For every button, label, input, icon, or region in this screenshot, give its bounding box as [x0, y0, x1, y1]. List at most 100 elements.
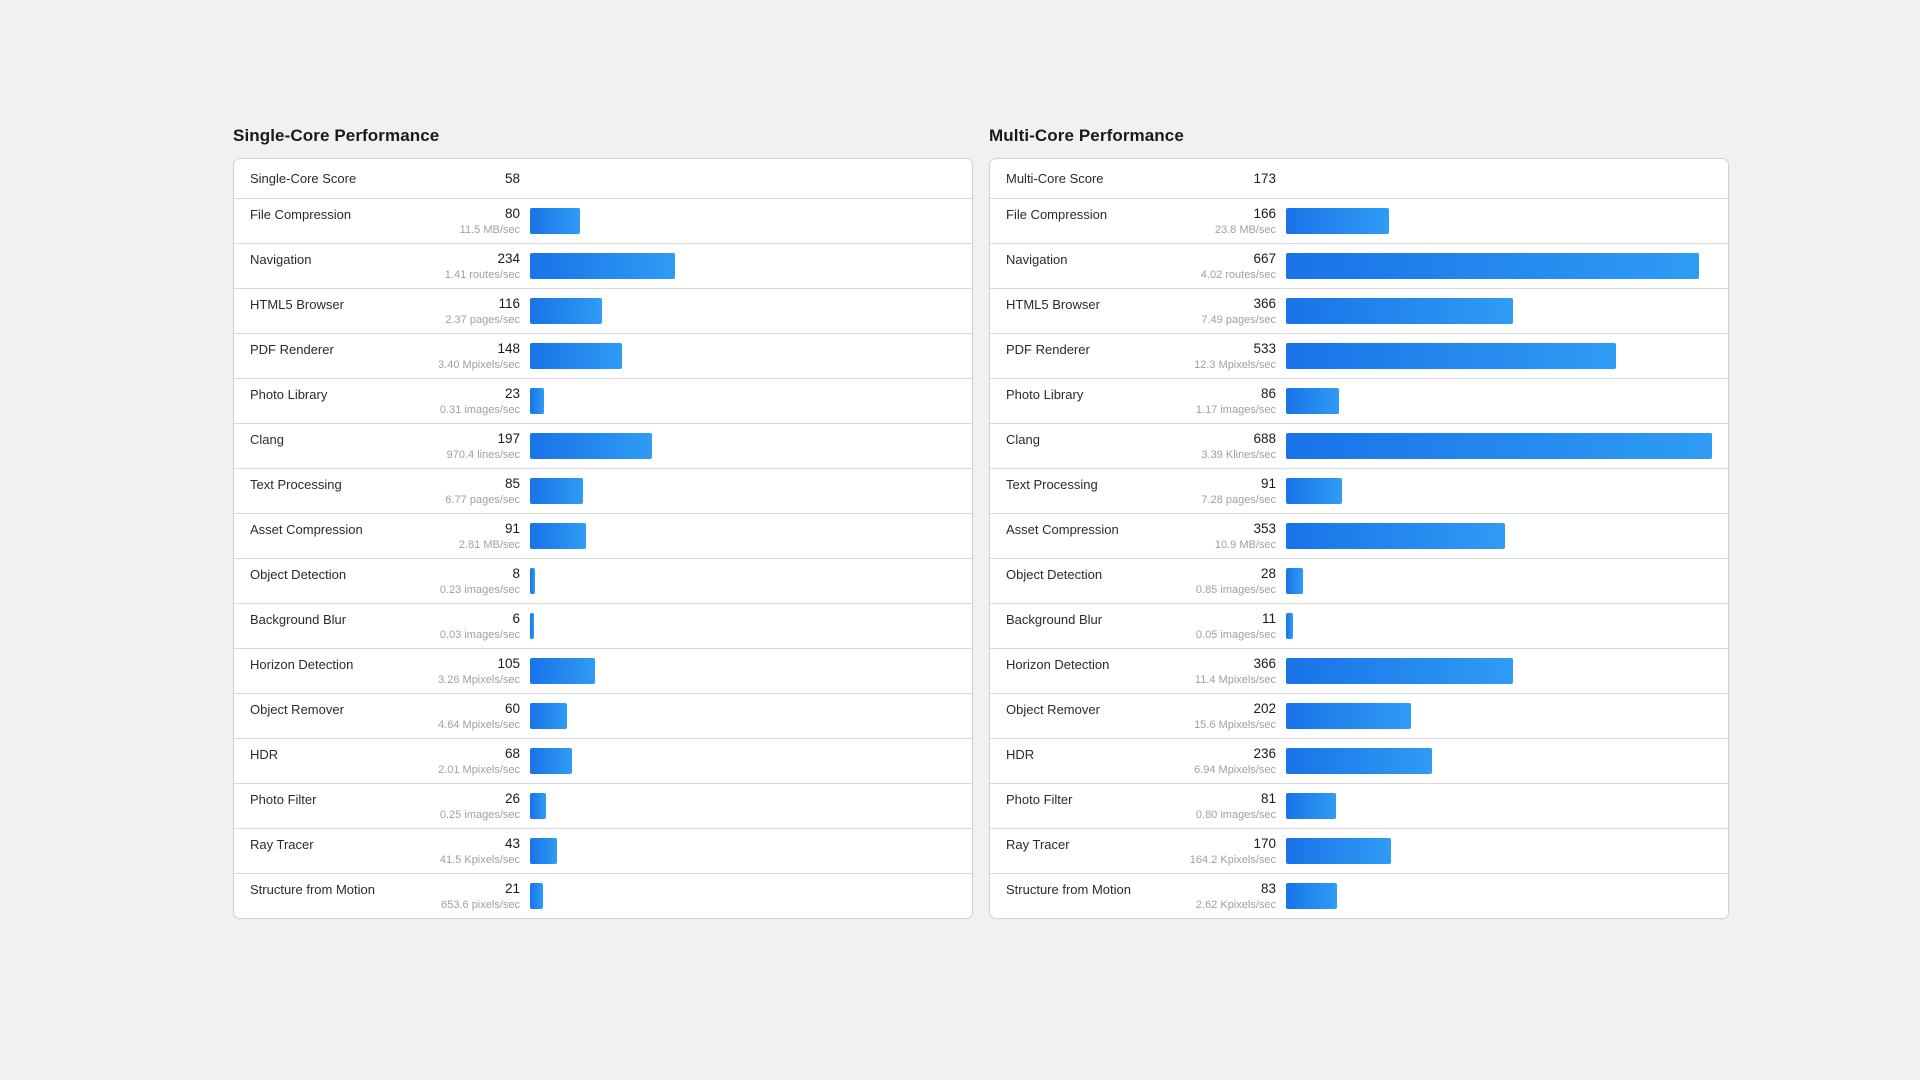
- workload-label: Text Processing: [250, 477, 342, 492]
- workload-value-column: 26 0.25 images/sec: [430, 784, 520, 828]
- workload-rate: 2.81 MB/sec: [458, 539, 520, 551]
- workload-value-column: 91 2.81 MB/sec: [430, 514, 520, 558]
- score-bar: [530, 793, 547, 819]
- score-value-column: 58: [430, 170, 520, 188]
- workload-rate: 0.85 images/sec: [1195, 584, 1276, 596]
- workload-value-column: 11 0.05 images/sec: [1186, 604, 1276, 648]
- workload-value-column: 366 11.4 Mpixels/sec: [1186, 649, 1276, 693]
- benchmark-row: Asset Compression 91 2.81 MB/sec: [234, 513, 972, 558]
- benchmark-row: Background Blur 11 0.05 images/sec: [990, 603, 1728, 648]
- benchmark-row: Photo Filter 26 0.25 images/sec: [234, 783, 972, 828]
- score-value: 173: [1253, 170, 1276, 186]
- score-bar-area: [1276, 559, 1712, 603]
- benchmark-row: Navigation 234 1.41 routes/sec: [234, 243, 972, 288]
- workload-score: 91: [1260, 476, 1276, 491]
- score-bar: [1286, 703, 1412, 729]
- benchmark-row: Horizon Detection 105 3.26 Mpixels/sec: [234, 648, 972, 693]
- workload-label: Asset Compression: [250, 522, 363, 537]
- workload-label: HTML5 Browser: [1006, 297, 1100, 312]
- workload-rate: 12.3 Mpixels/sec: [1194, 359, 1276, 371]
- workload-label: Ray Tracer: [1006, 837, 1070, 852]
- workload-label: Background Blur: [250, 612, 347, 627]
- workload-score: 353: [1253, 521, 1276, 536]
- score-bar-area: [520, 604, 956, 648]
- workload-rate: 1.41 routes/sec: [444, 269, 520, 281]
- workload-rate: 3.40 Mpixels/sec: [438, 359, 520, 371]
- score-bar: [530, 478, 583, 504]
- workload-value-column: 86 1.17 images/sec: [1186, 379, 1276, 423]
- workload-rate: 11.4 Mpixels/sec: [1194, 674, 1276, 686]
- workload-value-column: 8 0.23 images/sec: [430, 559, 520, 603]
- workload-score: 6: [512, 611, 520, 626]
- multi-core-title: Multi-Core Performance: [989, 126, 1184, 145]
- benchmark-row: File Compression 166 23.8 MB/sec: [990, 198, 1728, 243]
- score-value: 58: [504, 170, 520, 186]
- workload-value-column: 688 3.39 Klines/sec: [1186, 424, 1276, 468]
- benchmark-row: Text Processing 85 6.77 pages/sec: [234, 468, 972, 513]
- workload-score: 366: [1253, 656, 1276, 671]
- score-bar-area: [1276, 244, 1712, 288]
- workload-label: Ray Tracer: [250, 837, 314, 852]
- workload-rate: 11.5 MB/sec: [459, 224, 520, 236]
- workload-score: 236: [1253, 746, 1276, 761]
- workload-label: Structure from Motion: [1006, 882, 1131, 897]
- score-label: Single-Core Score: [250, 171, 357, 186]
- workload-score: 28: [1260, 566, 1276, 581]
- workload-rate: 6.94 Mpixels/sec: [1194, 764, 1276, 776]
- single-core-rows: File Compression 80 11.5 MB/sec Navigation 2…: [234, 198, 972, 918]
- score-bar: [530, 298, 602, 324]
- score-bar: [530, 613, 534, 639]
- score-bar-area: [1276, 514, 1712, 558]
- score-bar: [1286, 838, 1392, 864]
- benchmark-row: Object Remover 60 4.64 Mpixels/sec: [234, 693, 972, 738]
- workload-rate: 1.17 images/sec: [1195, 404, 1276, 416]
- workload-value-column: 170 164.2 Kpixels/sec: [1186, 829, 1276, 873]
- workload-label: PDF Renderer: [250, 342, 334, 357]
- benchmark-row: PDF Renderer 533 12.3 Mpixels/sec: [990, 333, 1728, 378]
- workload-value-column: 43 41.5 Kpixels/sec: [430, 829, 520, 873]
- score-bar-area: [520, 649, 956, 693]
- benchmark-row: Text Processing 91 7.28 pages/sec: [990, 468, 1728, 513]
- workload-score: 667: [1253, 251, 1276, 266]
- workload-rate: 970.4 lines/sec: [446, 449, 520, 461]
- benchmark-row: Object Detection 28 0.85 images/sec: [990, 558, 1728, 603]
- score-bar: [1286, 343, 1617, 369]
- workload-rate: 10.9 MB/sec: [1214, 539, 1276, 551]
- workload-score: 148: [497, 341, 520, 356]
- score-bar-area: [520, 199, 956, 243]
- workload-score: 85: [504, 476, 520, 491]
- workload-rate: 0.23 images/sec: [439, 584, 520, 596]
- score-bar: [530, 658, 595, 684]
- score-bar-area: [1276, 469, 1712, 513]
- workload-label: HDR: [250, 747, 279, 762]
- workload-value-column: 85 6.77 pages/sec: [430, 469, 520, 513]
- workload-value-column: 148 3.40 Mpixels/sec: [430, 334, 520, 378]
- multi-core-table: Multi-Core Score 173 File Compression 166…: [989, 158, 1729, 919]
- workload-label: Horizon Detection: [1006, 657, 1110, 672]
- benchmark-row: Photo Filter 81 0.80 images/sec: [990, 783, 1728, 828]
- single-core-title: Single-Core Performance: [233, 126, 440, 145]
- benchmark-row: Object Remover 202 15.6 Mpixels/sec: [990, 693, 1728, 738]
- workload-value-column: 105 3.26 Mpixels/sec: [430, 649, 520, 693]
- workload-rate: 0.31 images/sec: [439, 404, 520, 416]
- workload-rate: 0.03 images/sec: [439, 629, 520, 641]
- workload-rate: 653.6 pixels/sec: [441, 899, 520, 911]
- score-bar-area: [1276, 874, 1712, 918]
- benchmark-row: Photo Library 23 0.31 images/sec: [234, 378, 972, 423]
- workload-label: Photo Library: [250, 387, 328, 402]
- score-bar: [1286, 748, 1433, 774]
- benchmark-row: File Compression 80 11.5 MB/sec: [234, 198, 972, 243]
- score-bar-area: [1276, 739, 1712, 783]
- workload-rate: 41.5 Kpixels/sec: [439, 854, 520, 866]
- workload-rate: 7.28 pages/sec: [1201, 494, 1276, 506]
- benchmark-row: Clang 197 970.4 lines/sec: [234, 423, 972, 468]
- workload-rate: 2.62 Kpixels/sec: [1195, 899, 1276, 911]
- benchmark-row: PDF Renderer 148 3.40 Mpixels/sec: [234, 333, 972, 378]
- score-bar: [530, 883, 543, 909]
- score-bar-area: [520, 334, 956, 378]
- workload-label: HTML5 Browser: [250, 297, 344, 312]
- workload-rate: 15.6 Mpixels/sec: [1194, 719, 1276, 731]
- score-bar: [530, 523, 587, 549]
- workload-score: 91: [504, 521, 520, 536]
- workload-label: Navigation: [1006, 252, 1068, 267]
